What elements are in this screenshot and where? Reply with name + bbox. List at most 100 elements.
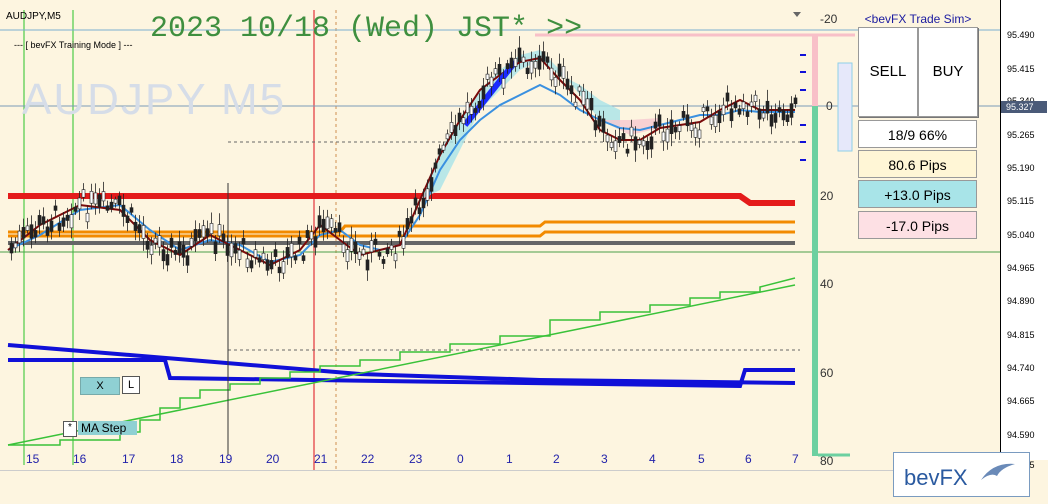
candle-body [193,229,198,242]
candle-body [273,249,278,257]
price-label: 94.815 [1007,330,1035,340]
candle-body [409,216,414,224]
logo-text: bevFX [904,465,968,490]
candle-body [345,249,350,262]
candle-body [561,66,566,79]
candle-body [197,229,202,238]
candle-body [609,142,614,148]
candle-body [649,136,654,150]
candle-body [205,228,210,237]
candle-body [121,204,126,217]
candle-body [645,141,650,150]
candle-body [497,63,502,75]
candle-body [25,225,30,231]
trade-panel-title: <bevFX Trade Sim> [864,12,972,26]
candle-body [97,194,102,208]
hour-label: 16 [73,452,87,466]
candle-body [269,260,274,270]
candle-body [277,266,282,274]
candle-body [389,244,394,250]
candle-body [101,191,106,202]
price-label: 94.590 [1007,430,1035,440]
candle-body [501,78,506,89]
candle-body [181,244,186,258]
candle-body [677,125,682,132]
support-blue-2 [8,358,795,389]
hour-label: 17 [122,452,136,466]
candle-body [245,258,250,268]
hour-label: 3 [601,452,608,466]
price-label: 95.265 [1007,130,1035,140]
candle-body [265,259,270,271]
ma-trend-line [7,284,796,446]
l-button[interactable]: L [122,376,140,394]
candle-body [129,207,134,213]
candle-body [161,249,166,262]
candle-body [233,243,238,254]
level-orange-1 [8,220,795,234]
candle-body [349,237,354,252]
candle-body [453,125,458,136]
candle-body [297,236,302,244]
candle-body [581,90,586,106]
sell-button[interactable]: SELL [858,27,918,117]
candle-body [437,148,442,155]
candle-body [241,238,246,245]
price-axis[interactable]: 95.490 95.415 95.340 95.327 95.265 95.19… [1000,0,1048,470]
candle-body [729,108,734,122]
candle-body [661,131,666,142]
candle-body [141,225,146,239]
candle-body [17,230,22,244]
candle-body [777,107,782,112]
candle-body [41,216,46,225]
time-axis-bar [0,470,1000,504]
candle-body [353,241,358,254]
candle-body [589,97,594,111]
trend-arrow [462,60,518,127]
candle-body [477,100,482,109]
candle-body [81,189,86,198]
candle-body [693,127,698,138]
star-button[interactable]: * [63,421,77,437]
hour-label: 20 [266,452,280,466]
win-pips: +13.0 Pips [858,180,977,208]
x-button[interactable]: X [80,377,120,395]
buy-button[interactable]: BUY [918,27,978,117]
candle-body [613,140,618,152]
candle-body [29,224,34,239]
candle-body [109,201,114,209]
candle-body [221,233,226,242]
candle-body [137,224,142,234]
candle-body [633,136,638,151]
candle-body [529,61,534,74]
candle-body [341,243,346,253]
candle-body [737,108,742,115]
candle-body [377,251,382,257]
candle-body [381,259,386,264]
candle-body [481,85,486,100]
candle-body [565,78,570,90]
candle-body [593,120,598,131]
total-pips: 80.6 Pips [858,150,977,178]
cloud-bear [600,118,660,135]
candle-body [461,117,466,124]
price-label: 95.115 [1007,196,1034,206]
candle-body [469,106,474,115]
candle-body [37,215,42,226]
candle-body [757,108,762,120]
candle-body [545,56,550,63]
candle-body [765,100,770,114]
bevfx-logo: bevFX [893,452,1030,497]
candle-body [77,197,82,210]
candle-body [513,58,518,67]
price-chart[interactable] [0,0,1000,470]
candle-body [189,238,194,247]
candle-body [125,215,130,223]
candle-body [485,73,490,80]
ma-step-button[interactable]: MA Step [78,421,137,435]
candle-body [285,247,290,258]
rsi-label: 40 [820,277,834,291]
candle-body [685,114,690,127]
price-label: 94.965 [1007,263,1035,273]
candle-body [781,109,786,121]
